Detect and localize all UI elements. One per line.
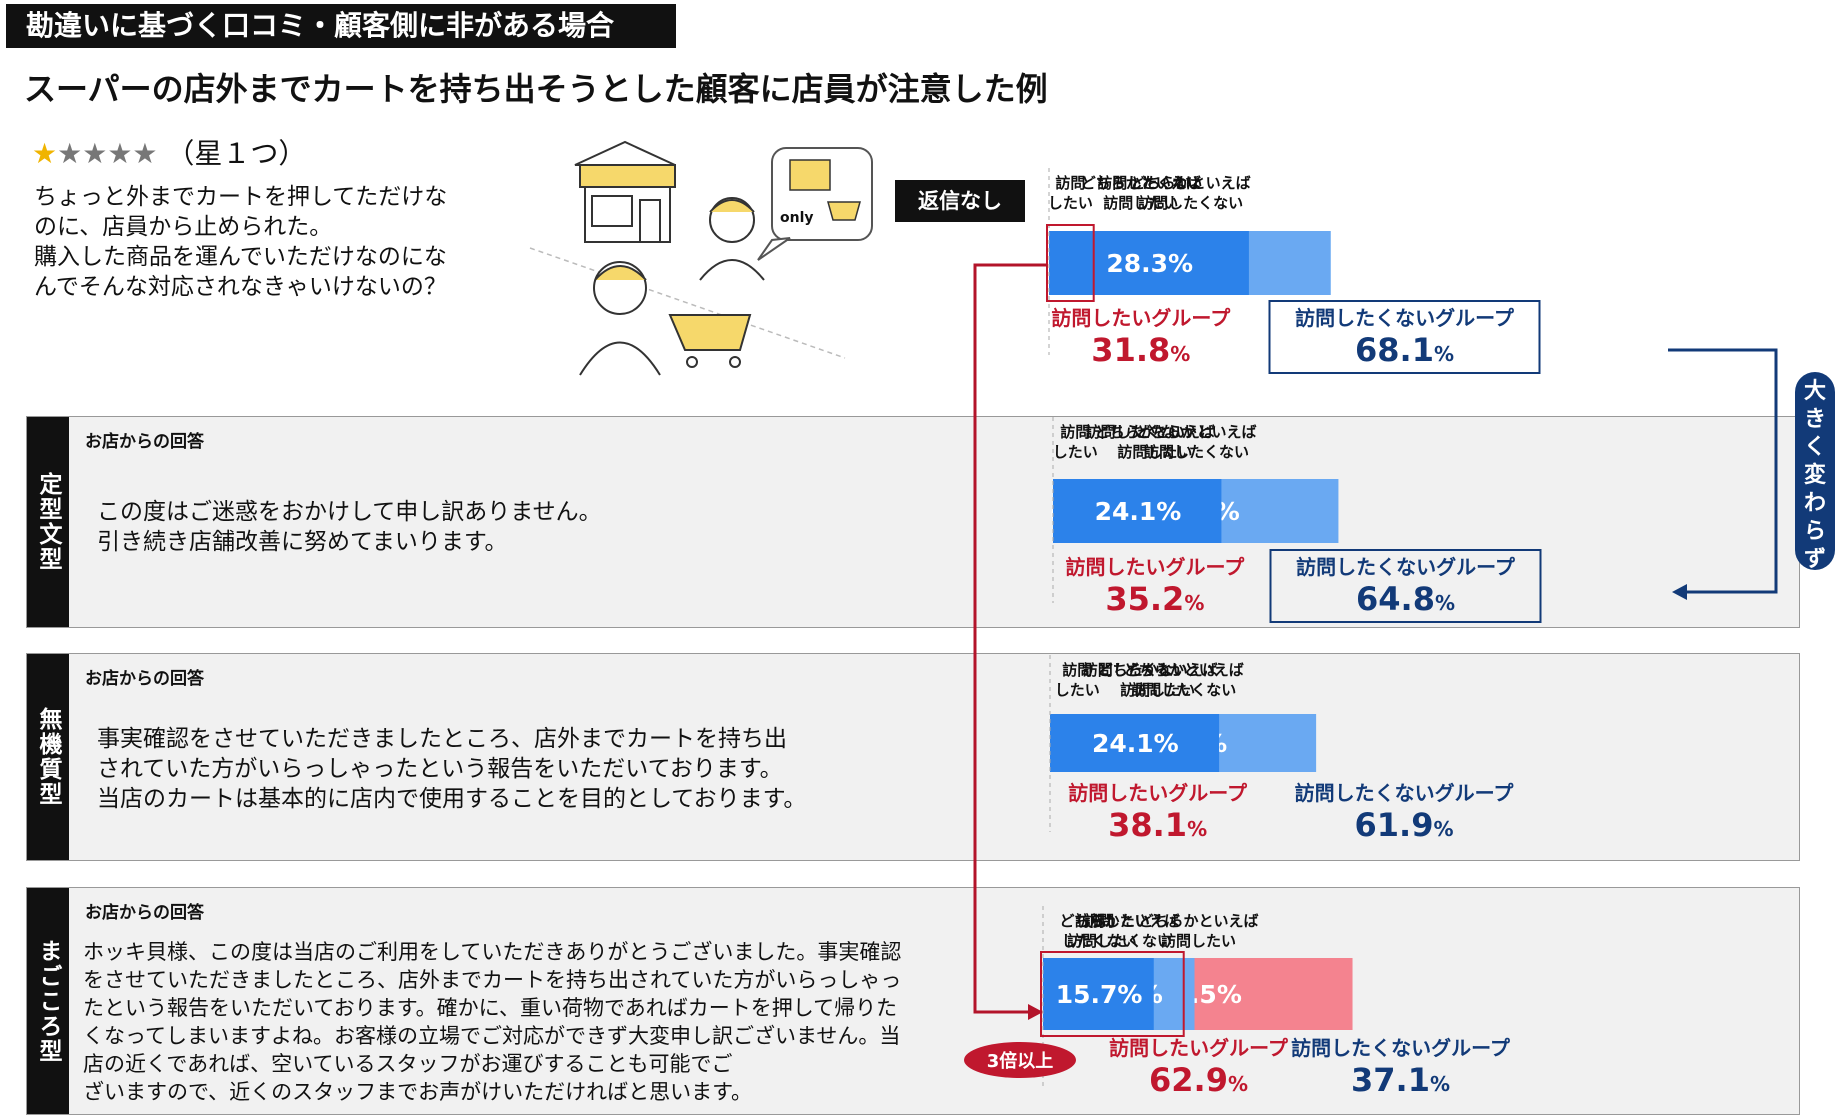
data-label: 39.8% [1147, 249, 1234, 278]
star-filled-icon: ★ [32, 137, 58, 170]
data-label: % [1061, 265, 1079, 286]
group-label-visit: 訪問したいグループ [1051, 306, 1231, 330]
no-reply-label: 返信なし [895, 180, 1025, 222]
clerk-icon [699, 197, 765, 281]
reply-line: 店の近くであれば、空いているスタッフがお運びすることも可能でご [83, 1052, 733, 1076]
segment-header: 訪問 [1055, 174, 1085, 192]
segment-header: 訪問したくない [1097, 174, 1202, 192]
data-label: 25.8% [1097, 249, 1184, 278]
review-line: 購入した商品を運んでいただけなのにな [34, 244, 447, 270]
panel-side-label: 定型文型 [27, 417, 69, 627]
data-label: 28.3% [1106, 249, 1193, 278]
highlight-box [1268, 300, 1541, 374]
bar-segment [1049, 231, 1249, 295]
review-text: ちょっと外までカートを押してただけな のに、店員から止められた。 購入した商品を… [34, 182, 514, 302]
segment-header: 訪問したくない [1138, 194, 1243, 212]
group-value-visit: 31.8% [1091, 331, 1190, 369]
reply-line: されていた方がいらっしゃったという報告をいただいております。 [97, 756, 783, 782]
bar-segment [1049, 231, 1091, 295]
reply-line: 引き続き店舗改善に努めてまいります。 [97, 529, 508, 555]
side-note-char: ら [1804, 519, 1826, 544]
highlight-box [1046, 224, 1095, 302]
reply-line: 事実確認をさせていただきましたところ、店外までカートを持ち出 [97, 726, 787, 752]
panel-side-label: まごころ型 [27, 888, 69, 1114]
chart-row-1: 6.0% 25.8%39.8%28.3%訪問したいどちらかといえば訪問したいどちら… [1046, 168, 1541, 374]
data-label: 6.0 [1054, 243, 1086, 264]
bar-segment [1049, 231, 1232, 295]
reply-line: この度はご迷惑をおかけして申し訳ありません。 [97, 499, 602, 525]
segment-header: したい [1048, 194, 1093, 212]
segment-header: どちらかといえば [1081, 174, 1201, 192]
store-customer-illustration: only [529, 140, 873, 376]
store-icon [574, 140, 676, 243]
segment-header: 訪問したい [1103, 194, 1178, 212]
star-rating: ★★★★★ （星１つ） [32, 132, 306, 172]
page-title: スーパーの店外までカートを持ち出そうとした顧客に店員が注意した例 [24, 70, 1048, 108]
panel-side-label: 無機質型 [27, 654, 69, 860]
customer-icon [579, 261, 661, 376]
review-line: のに、店員から止められた。 [34, 214, 333, 240]
side-note-char: 変 [1804, 462, 1826, 488]
group-label-no-visit: 訪問したくないグループ [1295, 306, 1515, 330]
reply-panel-inorganic: 無機質型 お店からの回答 事実確認をさせていただきましたところ、店外までカートを… [26, 653, 1800, 861]
reply-line: たという報告をいただいております。確かに、重い荷物であればカートを押して帰りた [83, 996, 898, 1020]
group-value-no-visit: 68.1% [1355, 331, 1454, 369]
reply-line: 当店のカートは基本的に店内で使用することを目的としております。 [97, 786, 807, 812]
bar-segment [1049, 231, 1331, 295]
reply-line: ざいますので、近くのスタッフまでお声がけいただければと思います。 [83, 1080, 753, 1104]
panel-heading: お店からの回答 [85, 669, 204, 689]
panel-reply-text: ホッキ貝様、この度は当店のご利用をしていただきありがとうございました。事実確認 … [83, 938, 901, 1106]
segment-header: どちらかといえば [1131, 174, 1251, 192]
side-note-char: ず [1804, 547, 1826, 572]
panel-reply-text: この度はご迷惑をおかけして申し訳ありません。 引き続き店舗改善に努めてまいります… [97, 497, 602, 557]
reply-line: くなってしまいますよね。お客様の立場でご対応ができず大変申し訳ございません。当 [83, 1024, 901, 1048]
bubble-icon: only [757, 147, 873, 261]
side-note-char: く [1804, 435, 1826, 460]
side-note-char: き [1804, 407, 1826, 432]
reply-panel-template: 定型文型 お店からの回答 この度はご迷惑をおかけして申し訳ありません。 引き続き… [26, 416, 1800, 628]
side-note-char: 大 [1804, 379, 1826, 404]
rating-label: （星１つ） [166, 137, 307, 170]
cart-icon [668, 314, 752, 368]
bubble-label: only [780, 210, 814, 226]
panel-reply-text: 事実確認をさせていただきましたところ、店外までカートを持ち出 されていた方がいら… [97, 724, 806, 814]
review-line: んでそんな対応されなきゃいけないの？ [34, 274, 447, 300]
review-line: ちょっと外までカートを押してただけな [34, 184, 448, 210]
star-empty-icons: ★★★★ [57, 137, 158, 170]
side-note-char: わ [1804, 491, 1826, 516]
panel-heading: お店からの回答 [85, 903, 204, 923]
reply-line: ホッキ貝様、この度は当店のご利用をしていただきありがとうございました。事実確認 [83, 940, 902, 964]
reply-line: をさせていただきましたところ、店外までカートを持ち出されていた方がいらっしゃっ [83, 968, 902, 992]
panel-heading: お店からの回答 [85, 432, 204, 452]
reply-panel-sincere: まごころ型 お店からの回答 ホッキ貝様、この度は当店のご利用をしていただきありが… [26, 887, 1800, 1115]
side-note-pill [1795, 372, 1835, 570]
section-tag: 勘違いに基づく口コミ・顧客側に非がある場合 [6, 4, 676, 48]
